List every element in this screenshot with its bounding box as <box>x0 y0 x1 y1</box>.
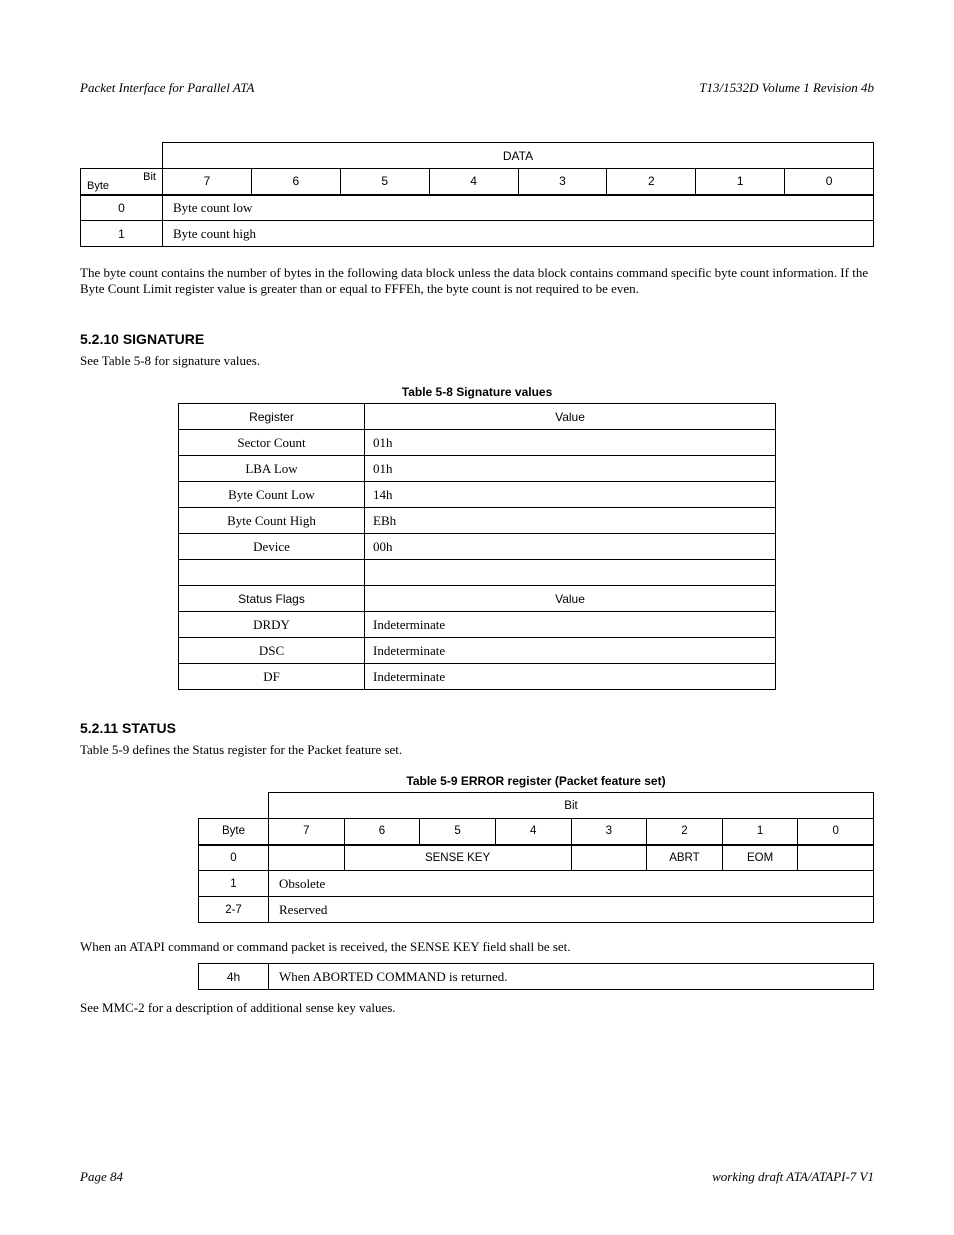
t59-r2-desc: Reserved <box>269 897 874 923</box>
t58-r10c0: DF <box>179 664 365 690</box>
t59-bit2: 2 <box>647 819 723 845</box>
section-5-2-11-heading: 5.2.11 STATUS <box>80 720 874 736</box>
t59-r0-ili: EOM <box>722 845 798 871</box>
t59-r1-byte: 1 <box>199 871 269 897</box>
t57-bit6: 6 <box>251 169 340 195</box>
t58-r3c1: 14h <box>365 482 776 508</box>
paragraph-57: The byte count contains the number of by… <box>80 265 874 297</box>
section-5-2-10-title: SIGNATURE <box>119 331 204 347</box>
t59-r1-desc: Obsolete <box>269 871 874 897</box>
t57-row1-byte: 1 <box>81 221 163 247</box>
t58-r0c0: Register <box>179 404 365 430</box>
t58-r9c0: DSC <box>179 638 365 664</box>
t57-row0-byte: 0 <box>81 195 163 221</box>
t58-r5c1: 00h <box>365 534 776 560</box>
header-right: T13/1532D Volume 1 Revision 4b <box>699 80 874 96</box>
t58-r2c1: 01h <box>365 456 776 482</box>
t59-bit5: 5 <box>420 819 496 845</box>
t59-bit1: 1 <box>722 819 798 845</box>
t59-r2-byte: 2-7 <box>199 897 269 923</box>
tSK-desc: When ABORTED COMMAND is returned. <box>269 964 874 990</box>
table-5-9: Bit Byte 7 6 5 4 3 2 1 0 0 SENSE KEY ABR… <box>198 792 874 923</box>
t57-bit2: 2 <box>607 169 696 195</box>
t57-bit0: 0 <box>785 169 874 195</box>
t58-r4c0: Byte Count High <box>179 508 365 534</box>
t59-r0-last <box>798 845 874 871</box>
t59-r0-byte: 0 <box>199 845 269 871</box>
t57-bit3: 3 <box>518 169 607 195</box>
t59-bit-header: Bit <box>269 793 874 819</box>
t58-r6c0 <box>179 560 365 586</box>
t58-r1c1: 01h <box>365 430 776 456</box>
t57-bit4: 4 <box>429 169 518 195</box>
t58-r7c1: Value <box>365 586 776 612</box>
t57-row0-desc: Byte count low <box>163 195 874 221</box>
table-5-7: DATA Bit Byte 7 6 5 4 3 2 1 0 0 Byte cou… <box>80 142 874 247</box>
paragraph-note: See MMC-2 for a description of additiona… <box>80 1000 874 1016</box>
t58-r3c0: Byte Count Low <box>179 482 365 508</box>
t59-bit6: 6 <box>344 819 420 845</box>
t59-bit4: 4 <box>495 819 571 845</box>
section-5-2-11-title: STATUS <box>118 720 176 736</box>
paragraph-59: When an ATAPI command or command packet … <box>80 939 874 955</box>
t58-r4c1: EBh <box>365 508 776 534</box>
tSK-label: 4h <box>199 964 269 990</box>
t59-r0-abrt <box>571 845 647 871</box>
t57-bit1: 1 <box>696 169 785 195</box>
t57-data-header: DATA <box>163 143 874 169</box>
t59-bit0: 0 <box>798 819 874 845</box>
header-left: Packet Interface for Parallel ATA <box>80 80 255 96</box>
t58-r7c0: Status Flags <box>179 586 365 612</box>
footer-right: working draft ATA/ATAPI-7 V1 <box>712 1169 874 1185</box>
t59-bit3: 3 <box>571 819 647 845</box>
t58-r6c1 <box>365 560 776 586</box>
t58-r2c0: LBA Low <box>179 456 365 482</box>
t58-r5c0: Device <box>179 534 365 560</box>
t58-r10c1: Indeterminate <box>365 664 776 690</box>
paragraph-5210: See Table 5-8 for signature values. <box>80 353 874 369</box>
paragraph-5211: Table 5-9 defines the Status register fo… <box>80 742 874 758</box>
section-5-2-10-heading: 5.2.10 SIGNATURE <box>80 331 874 347</box>
t58-r0c1: Value <box>365 404 776 430</box>
t58-r1c0: Sector Count <box>179 430 365 456</box>
section-5-2-10-num: 5.2.10 <box>80 331 119 347</box>
t58-r8c1: Indeterminate <box>365 612 776 638</box>
t59-byte-header: Byte <box>199 819 269 845</box>
page-header: Packet Interface for Parallel ATA T13/15… <box>80 80 874 96</box>
t59-r0-sensekey: SENSE KEY <box>344 845 571 871</box>
t57-bit5: 5 <box>340 169 429 195</box>
page-footer: Page 84 working draft ATA/ATAPI-7 V1 <box>80 1169 874 1185</box>
t58-r8c0: DRDY <box>179 612 365 638</box>
section-5-2-11-num: 5.2.11 <box>80 720 118 736</box>
t57-bit-byte-stub: Bit Byte <box>81 169 163 195</box>
table-5-8: RegisterValue Sector Count01h LBA Low01h… <box>178 403 776 690</box>
table-sense-key: 4h When ABORTED COMMAND is returned. <box>198 963 874 990</box>
table-5-9-caption: Table 5-9 ERROR register (Packet feature… <box>198 774 874 788</box>
t59-r0-eom: ABRT <box>647 845 723 871</box>
t59-r0-c0 <box>269 845 345 871</box>
footer-left: Page 84 <box>80 1169 123 1185</box>
t57-row1-desc: Byte count high <box>163 221 874 247</box>
t57-bit7: 7 <box>163 169 252 195</box>
t58-r9c1: Indeterminate <box>365 638 776 664</box>
table-5-8-caption: Table 5-8 Signature values <box>178 385 776 399</box>
t59-bit7: 7 <box>269 819 345 845</box>
